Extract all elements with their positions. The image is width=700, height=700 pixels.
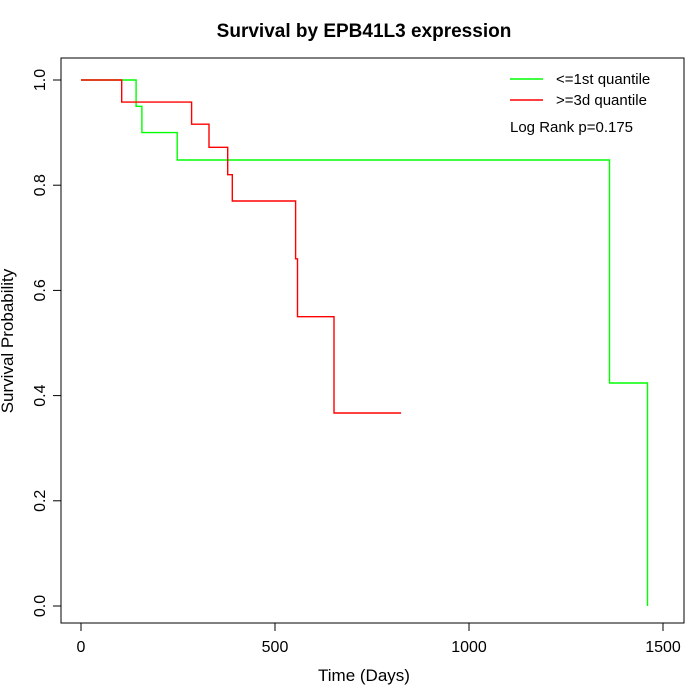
plot-frame: [60, 57, 685, 624]
x-tick-label: 500: [262, 639, 289, 656]
legend-label-1: <=1st quantile: [556, 71, 650, 88]
y-tick-label: 0.4: [32, 384, 49, 406]
x-tick-label: 1500: [645, 639, 681, 656]
x-tick-label: 1000: [451, 639, 487, 656]
y-tick-label: 0.6: [32, 279, 49, 301]
log-rank-annotation: Log Rank p=0.175: [510, 119, 633, 136]
chart-title: Survival by EPB41L3 expression: [217, 21, 512, 42]
legend: <=1st quantile >=3d quantile: [510, 71, 650, 109]
series-line-2: [81, 79, 402, 414]
x-axis-label: Time (Days): [318, 666, 410, 685]
series-line-1: [81, 79, 649, 606]
x-tick-label: 0: [77, 639, 86, 656]
y-axis-label: Survival Probability: [0, 268, 17, 413]
series-layer: [81, 79, 649, 606]
y-tick-label: 0.0: [32, 595, 49, 617]
y-tick-label: 0.8: [32, 174, 49, 196]
legend-label-2: >=3d quantile: [556, 92, 647, 109]
y-tick-label: 0.2: [32, 490, 49, 512]
y-axis: 0.0 0.2 0.4 0.6 0.8 1.0: [32, 69, 62, 617]
y-tick-label: 1.0: [32, 69, 49, 91]
x-axis: 0 500 1000 1500: [77, 622, 681, 656]
